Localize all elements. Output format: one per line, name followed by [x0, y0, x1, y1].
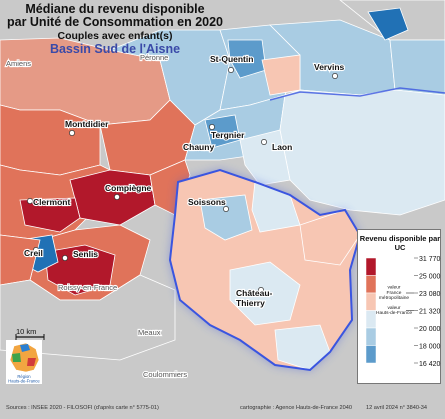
- legend-swatch-5: [365, 345, 377, 364]
- title-line-2: par Unité de Consommation en 2020: [6, 15, 224, 29]
- city-label-compi-gne: Compiègne: [105, 183, 152, 193]
- city-dot-montdidier: [69, 130, 75, 136]
- footer-sources: Sources : INSEE 2020 - FILOSOFI (d'après…: [6, 405, 159, 411]
- city-label-senlis: Senlis: [73, 249, 98, 259]
- legend-value-2: 23 080: [419, 291, 441, 298]
- france-map-icon: Région Hauts-de-France: [8, 342, 40, 384]
- north-bassin-boundary: [269, 87, 445, 101]
- city-dot-vervins: [332, 73, 338, 79]
- legend-swatch-2: [365, 292, 377, 311]
- city-label-st-quentin: St-Quentin: [210, 54, 253, 64]
- scale-label: 10 km: [16, 327, 37, 336]
- city-dot-st-quentin: [228, 67, 234, 73]
- city-dot-tergnier: [209, 124, 215, 130]
- city-dot-creil: [33, 247, 39, 253]
- legend-reference-0: valeur France métropolitaine: [379, 285, 409, 301]
- region-logo: Région Hauts-de-France: [6, 340, 42, 384]
- legend-title: Revenu disponible par UC: [359, 234, 441, 252]
- city-label-vervins: Vervins: [314, 62, 345, 72]
- legend-swatch-4: [365, 327, 377, 346]
- legend-scale: 31 770 25 000 23 080 21 320 20 000 18 000 16 4…: [365, 256, 441, 368]
- city-dot-soissons: [223, 206, 229, 212]
- city-label-meaux: Meaux: [138, 328, 161, 337]
- city-labels: Amiens Péronne St-Quentin Vervins Montdidier…: [5, 52, 346, 380]
- legend-swatch-1: [365, 275, 377, 294]
- region-clermont: [19, 197, 81, 233]
- study-area-boundary: [168, 168, 362, 372]
- city-label-tergnier: Tergnier: [211, 130, 245, 140]
- footer-credit: cartographie : Agence Hauts-de-France 20…: [240, 405, 352, 411]
- region-laon-west: [239, 129, 291, 186]
- legend-reference-1: valeur Hauts-de-France: [376, 305, 412, 316]
- logo-text: Région: [17, 374, 31, 379]
- legend-swatch-3: [365, 310, 377, 329]
- title-subtitle: Couples avec enfant(s): [57, 30, 173, 42]
- legend-value-4: 20 000: [419, 326, 441, 333]
- region-soissons: [199, 194, 253, 241]
- city-label-p-ronne: Péronne: [140, 53, 168, 62]
- region-st-quentin-core: [227, 39, 267, 79]
- city-dot-senlis: [62, 255, 68, 261]
- city-label-creil: Creil: [24, 248, 43, 258]
- city-label-roissy-en-france: Roissy-en-France: [58, 283, 117, 292]
- city-label-coulommiers: Coulommiers: [143, 370, 187, 379]
- region-far-north: [367, 7, 409, 41]
- city-label-clermont: Clermont: [33, 197, 70, 207]
- map-title: Médiane du revenu disponible par Unité d…: [6, 2, 224, 57]
- city-label-montdidier: Montdidier: [65, 119, 109, 129]
- region-chateau-thierry: [229, 261, 301, 326]
- legend-value-5: 18 000: [419, 344, 441, 351]
- legend-value-0: 31 770: [419, 256, 441, 263]
- title-line-1: Médiane du revenu disponible: [25, 2, 205, 16]
- city-label-laon: Laon: [272, 142, 292, 152]
- region-thierache: [389, 39, 445, 96]
- legend-swatch-0: [365, 257, 377, 276]
- legend-value-1: 25 000: [419, 274, 441, 281]
- city-dot-compi-gne: [114, 194, 120, 200]
- city-dots: [27, 67, 338, 293]
- city-label-soissons: Soissons: [188, 197, 226, 207]
- city-label-ch-teau-thierry: Château-Thierry: [236, 288, 273, 308]
- footer-date: 12 avril 2024 n° 3840-34: [366, 405, 428, 411]
- svg-text:Hauts-de-France: Hauts-de-France: [8, 379, 40, 384]
- title-area: Bassin Sud de l'Aisne: [49, 42, 181, 56]
- city-label-chauny: Chauny: [183, 142, 214, 152]
- city-dot-ch-teau-thierry: [258, 287, 264, 293]
- legend: Revenu disponible par UC 31 770 25 000 23 …: [357, 229, 441, 384]
- city-dot-laon: [261, 139, 267, 145]
- legend-value-6: 16 420: [419, 361, 441, 368]
- city-label-amiens: Amiens: [6, 59, 31, 68]
- city-dot-clermont: [27, 198, 33, 204]
- legend-value-3: 21 320: [419, 309, 441, 316]
